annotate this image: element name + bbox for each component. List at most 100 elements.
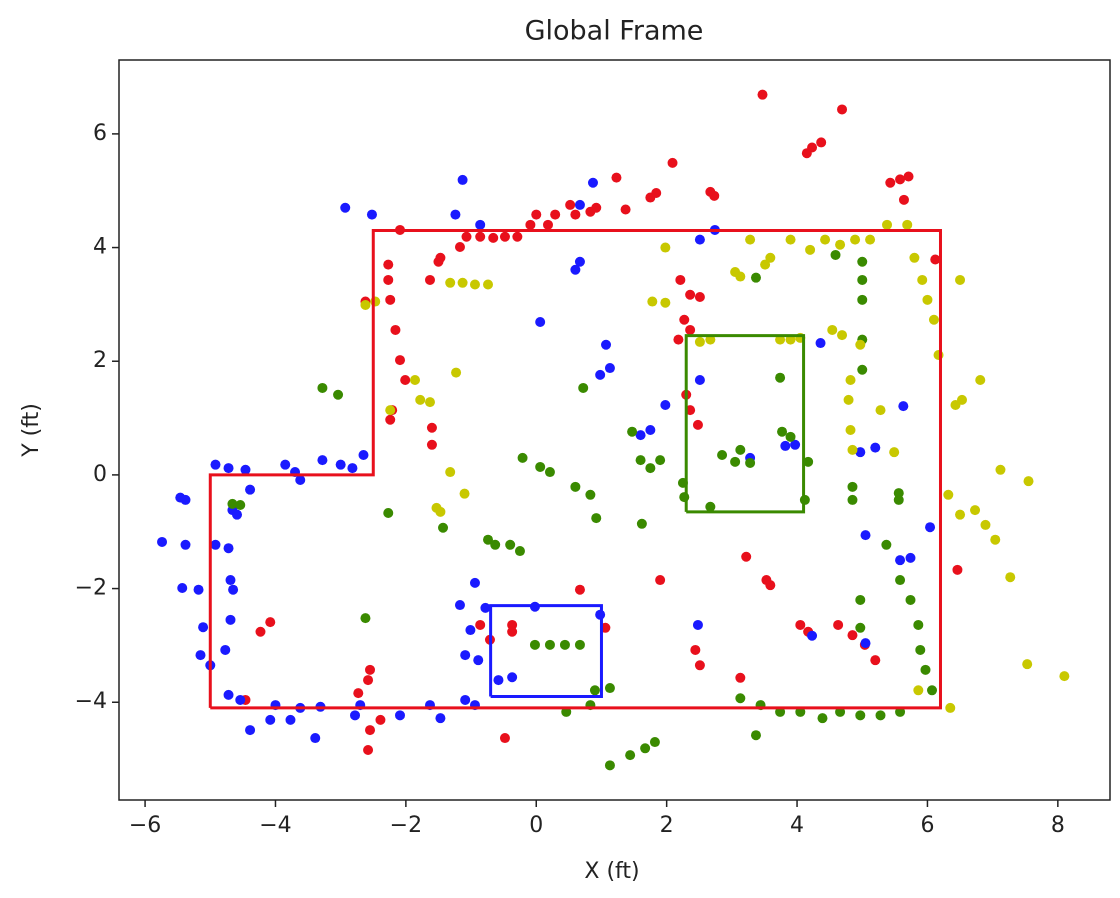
point xyxy=(857,294,868,305)
point xyxy=(1005,572,1016,583)
point xyxy=(475,619,486,630)
point xyxy=(895,575,906,586)
point xyxy=(920,664,931,675)
point xyxy=(645,425,656,435)
point xyxy=(210,539,221,550)
point xyxy=(933,349,944,360)
chart-title: Global Frame xyxy=(525,16,704,47)
point xyxy=(875,405,886,416)
point xyxy=(845,374,856,385)
point xyxy=(857,256,868,267)
point xyxy=(604,363,615,374)
point xyxy=(915,644,926,655)
x-tick-label: 8 xyxy=(1051,813,1065,838)
point xyxy=(365,664,376,675)
point xyxy=(295,475,306,486)
point xyxy=(685,289,696,300)
point xyxy=(855,622,866,633)
point xyxy=(223,543,234,554)
point xyxy=(227,498,238,509)
point xyxy=(415,394,426,405)
point xyxy=(426,422,437,433)
point xyxy=(223,463,234,474)
outline xyxy=(208,229,942,710)
point xyxy=(507,626,518,637)
point xyxy=(585,489,596,500)
y-tick-label: 4 xyxy=(93,235,107,260)
point xyxy=(587,177,598,188)
point xyxy=(535,317,546,328)
point xyxy=(807,630,818,641)
point xyxy=(801,148,812,159)
point xyxy=(785,431,796,442)
point xyxy=(692,419,703,430)
point xyxy=(847,444,858,455)
point xyxy=(280,459,291,470)
point xyxy=(469,279,480,290)
point xyxy=(717,450,728,461)
point xyxy=(461,231,472,242)
point xyxy=(928,314,939,325)
point xyxy=(353,688,364,699)
point xyxy=(955,274,966,285)
point xyxy=(837,104,848,115)
point xyxy=(565,199,576,210)
point xyxy=(640,743,651,754)
point xyxy=(647,296,658,307)
point xyxy=(1022,659,1033,670)
point xyxy=(903,171,914,182)
outline xyxy=(489,604,603,699)
point xyxy=(335,459,346,470)
point xyxy=(735,444,746,455)
point xyxy=(855,339,866,350)
point xyxy=(927,685,938,696)
y-tick-label: −4 xyxy=(75,689,107,714)
point xyxy=(240,464,251,475)
point xyxy=(660,399,671,410)
point xyxy=(363,744,374,755)
point xyxy=(645,192,656,203)
point xyxy=(529,639,540,650)
point xyxy=(604,683,615,694)
point xyxy=(409,374,420,385)
point xyxy=(347,463,358,474)
point xyxy=(857,364,868,375)
point xyxy=(750,272,761,283)
point xyxy=(245,484,256,495)
point xyxy=(589,685,600,696)
point xyxy=(601,339,612,350)
point xyxy=(760,259,771,270)
point xyxy=(457,277,468,288)
point xyxy=(833,619,844,630)
point xyxy=(995,464,1006,475)
point xyxy=(544,467,555,478)
point xyxy=(591,513,602,524)
point xyxy=(493,675,504,686)
point xyxy=(512,231,523,242)
y-tick-label: 6 xyxy=(93,121,107,146)
point xyxy=(635,455,646,466)
point xyxy=(480,602,491,613)
point xyxy=(435,506,446,517)
point xyxy=(757,89,768,100)
point xyxy=(365,725,376,736)
point xyxy=(220,644,231,655)
point xyxy=(881,539,892,550)
point xyxy=(459,488,470,499)
point xyxy=(445,467,456,478)
point xyxy=(895,555,906,566)
x-tick-label: 0 xyxy=(529,813,543,838)
point xyxy=(930,254,941,265)
point xyxy=(645,463,656,474)
point xyxy=(595,369,606,380)
point xyxy=(694,374,705,385)
point xyxy=(445,277,456,288)
point xyxy=(655,455,666,466)
point xyxy=(457,174,468,185)
outline xyxy=(684,334,806,514)
point xyxy=(870,655,881,666)
point xyxy=(177,583,188,594)
point xyxy=(535,461,546,472)
point xyxy=(574,199,585,210)
point xyxy=(913,685,924,696)
